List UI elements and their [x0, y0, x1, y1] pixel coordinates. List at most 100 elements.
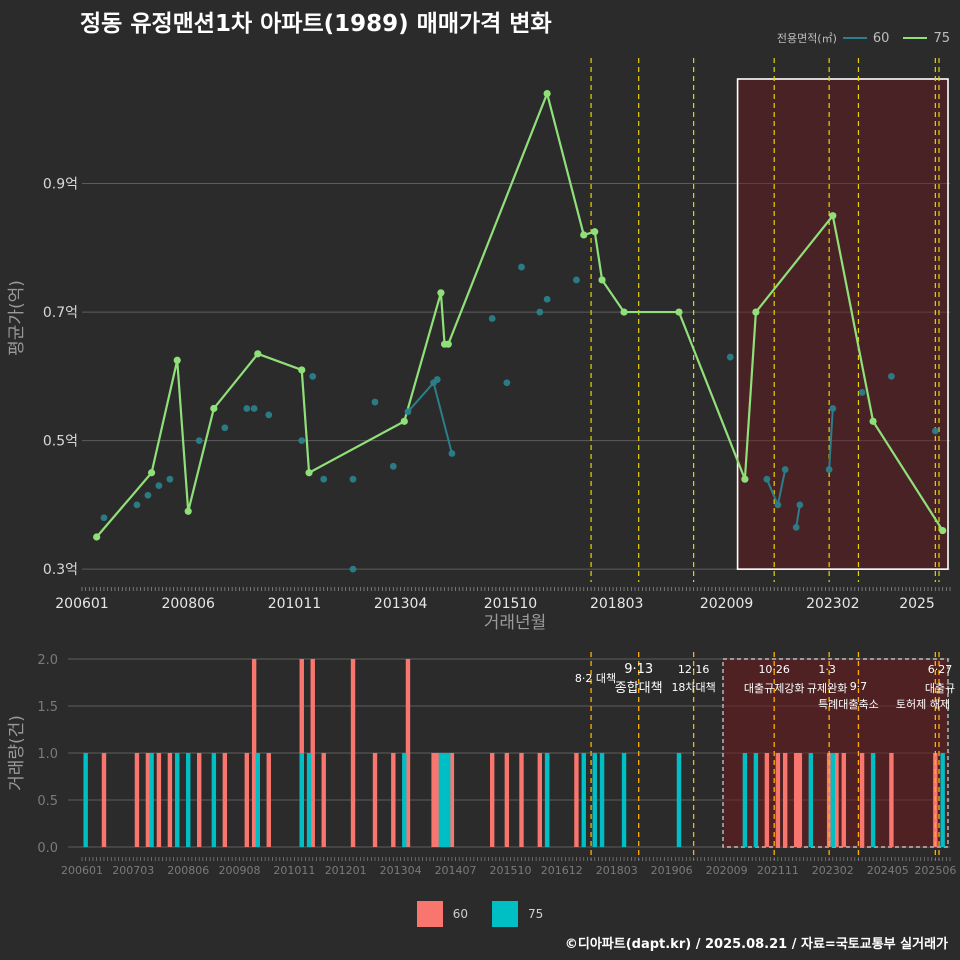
- point-75: [620, 308, 628, 316]
- point-75: [869, 417, 877, 425]
- volume-x-tick-label: 202506: [914, 864, 956, 877]
- point-60: [888, 372, 895, 380]
- volume-bar-60: [251, 659, 257, 847]
- point-60: [166, 475, 174, 483]
- volume-bar-60: [310, 659, 315, 847]
- point-60: [781, 466, 789, 473]
- point-75: [591, 228, 599, 236]
- volume-bar-60: [435, 753, 440, 847]
- price-x-tick-label: 200601: [55, 596, 108, 612]
- volume-bar-75: [438, 753, 444, 847]
- point-60: [448, 450, 456, 457]
- price-y-tick-label: 0.3억: [43, 562, 78, 578]
- volume-bar-75: [870, 753, 876, 847]
- point-60: [349, 565, 357, 573]
- volume-bar-60: [167, 753, 173, 847]
- point-75: [598, 276, 606, 284]
- chart-canvas: 0.3억 0.5억 0.7억 0.9억 200601 200806 201011 201304…: [7, 58, 956, 877]
- point-75: [400, 417, 408, 425]
- point-60: [298, 437, 306, 445]
- point-75: [437, 289, 445, 297]
- point-75: [444, 340, 452, 348]
- legend-swatch-60: [416, 901, 443, 927]
- point-60: [763, 475, 771, 483]
- point-60: [433, 376, 441, 383]
- point-60: [265, 411, 273, 419]
- legend-swatch-75: [492, 901, 518, 927]
- volume-bar-75: [676, 753, 682, 847]
- volume-x-tick-label: 201906: [651, 864, 693, 877]
- volume-x-tick-label: 202009: [706, 864, 748, 877]
- volume-bar-75: [149, 753, 154, 847]
- price-x-tick-label: 2025: [899, 596, 935, 612]
- volume-x-tick-label: 200806: [167, 864, 209, 877]
- volume-bar-60: [764, 753, 770, 847]
- volume-bar-60: [797, 753, 803, 847]
- volume-x-tick-label: 201612: [541, 864, 583, 877]
- volume-y-tick-label: 0.0: [37, 841, 58, 856]
- volume-bar-60: [244, 753, 250, 847]
- volume-bar-60: [519, 753, 524, 847]
- point-60: [144, 491, 152, 499]
- point-75: [580, 231, 588, 239]
- volume-bar-60: [431, 753, 436, 847]
- point-60: [195, 437, 203, 445]
- volume-bar-60: [350, 659, 356, 847]
- point-60: [389, 462, 397, 470]
- point-75: [305, 469, 313, 477]
- point-75: [752, 308, 760, 316]
- price-x-axis-title: 거래년월: [484, 613, 547, 633]
- policy-label-name: 규제완화: [807, 682, 847, 695]
- volume-y-tick-label: 0.5: [37, 794, 58, 809]
- volume-bar-60: [156, 753, 162, 847]
- point-60: [536, 308, 544, 316]
- volume-bar-60: [504, 753, 510, 847]
- volume-x-tick-label: 200601: [61, 864, 103, 877]
- series-line-60: [407, 380, 453, 454]
- volume-bar-60: [834, 753, 839, 847]
- policy-label-name: 대출규: [925, 682, 955, 695]
- price-y-tick-label: 0.7억: [43, 305, 78, 321]
- point-60: [243, 405, 251, 412]
- series-line-60: [828, 408, 834, 470]
- price-x-tick-label: 202302: [806, 596, 859, 612]
- point-75: [254, 350, 262, 358]
- point-75: [173, 356, 181, 364]
- volume-x-tick-label: 202302: [812, 864, 854, 877]
- volume-bar-60: [196, 753, 202, 847]
- series-line-60: [795, 504, 801, 528]
- point-60: [792, 523, 800, 531]
- volume-bar-60: [537, 753, 543, 847]
- volume-bar-75: [211, 753, 217, 847]
- volume-x-tick-label: 202405: [867, 864, 909, 877]
- volume-bar-75: [592, 753, 597, 847]
- price-x-tick-label: 201011: [268, 596, 321, 612]
- volume-bar-60: [574, 753, 579, 847]
- volume-bar-75: [446, 753, 451, 847]
- point-75: [543, 89, 551, 98]
- legend-label-75: 75: [933, 30, 950, 46]
- legend-title: 전용면적(㎡): [776, 32, 837, 45]
- volume-bar-60: [266, 753, 271, 847]
- volume-bar-60: [134, 753, 140, 847]
- policy-label-date: 10·26: [758, 663, 790, 676]
- volume-bar-75: [299, 753, 304, 847]
- volume-bar-60: [145, 753, 151, 847]
- volume-bar-60: [775, 753, 781, 847]
- point-75: [675, 308, 683, 316]
- highlight-box: [736, 78, 949, 570]
- price-y-tick-label: 0.5억: [43, 434, 78, 450]
- policy-label-date: 1·3: [818, 663, 836, 676]
- volume-bar-60: [222, 753, 228, 847]
- volume-x-tick-label: 200703: [112, 864, 154, 877]
- legend-bottom-label-75: 75: [528, 907, 544, 921]
- bottom-legend: 60 75: [0, 901, 960, 927]
- volume-y-tick-label: 1.5: [37, 700, 58, 715]
- point-75: [741, 475, 749, 483]
- legend-line-75: [903, 37, 928, 39]
- point-60: [543, 295, 551, 303]
- point-60: [155, 482, 163, 489]
- volume-bar-75: [186, 753, 191, 847]
- volume-bar-75: [830, 753, 836, 847]
- volume-bar-60: [841, 753, 846, 847]
